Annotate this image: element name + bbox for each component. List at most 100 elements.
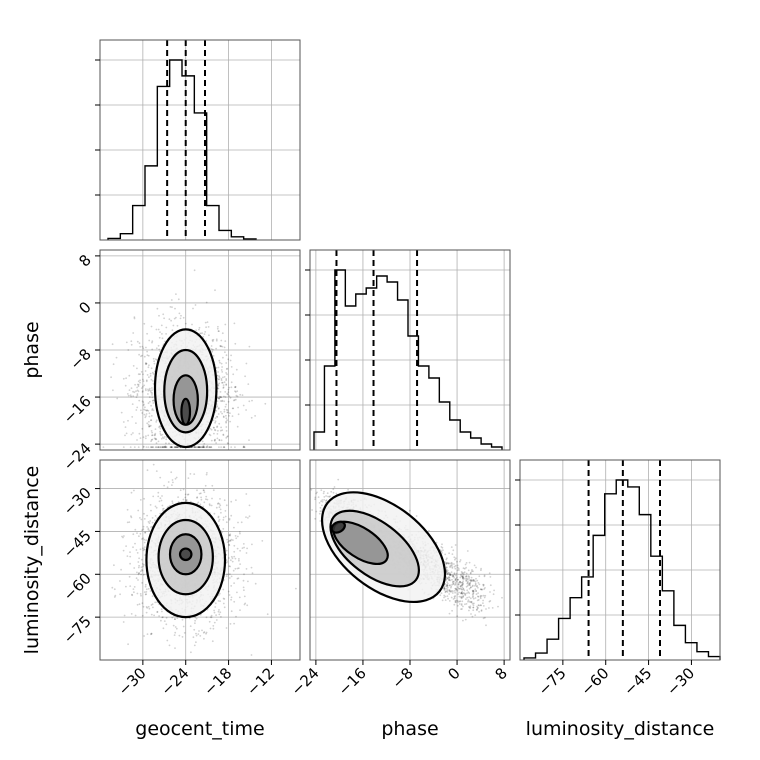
scatter-point [214, 417, 217, 419]
scatter-point [215, 619, 218, 621]
scatter-point [129, 446, 132, 448]
scatter-point [136, 394, 139, 397]
scatter-point [136, 439, 138, 441]
scatter-point [136, 406, 139, 409]
scatter-point [235, 615, 237, 618]
scatter-point [141, 563, 144, 565]
scatter-point [183, 632, 186, 634]
scatter-point [225, 378, 228, 380]
scatter-point [227, 358, 230, 361]
scatter-point [177, 496, 180, 498]
scatter-point [243, 573, 245, 576]
scatter-point [218, 439, 221, 442]
scatter-point [323, 496, 326, 498]
scatter-point [220, 511, 222, 514]
scatter-point [174, 618, 176, 620]
scatter-point [139, 570, 142, 573]
scatter-point [455, 574, 457, 577]
scatter-point [134, 383, 137, 386]
scatter-point [163, 446, 166, 448]
scatter-point [157, 344, 160, 347]
scatter-point [489, 584, 492, 587]
scatter-point [139, 499, 142, 501]
scatter-point [174, 307, 176, 310]
scatter-point [218, 382, 221, 385]
scatter-point [195, 641, 197, 644]
scatter-point [152, 463, 155, 466]
scatter-point [163, 436, 166, 438]
scatter-point [193, 446, 196, 448]
scatter-point [203, 631, 206, 633]
scatter-point [232, 539, 234, 541]
scatter-point [122, 446, 125, 448]
scatter-point [142, 380, 145, 382]
scatter-point [122, 549, 125, 552]
scatter-point [236, 395, 239, 398]
scatter-point [218, 397, 221, 400]
scatter-point [337, 478, 340, 481]
scatter-point [202, 446, 204, 448]
scatter-point [469, 597, 472, 600]
scatter-point [482, 602, 484, 604]
scatter-point [132, 332, 135, 334]
scatter-point [132, 432, 134, 434]
scatter-point [222, 434, 225, 436]
scatter-point [238, 596, 241, 599]
scatter-point [332, 488, 335, 491]
scatter-point [151, 408, 154, 410]
scatter-point [221, 381, 223, 384]
scatter-point [452, 598, 455, 600]
scatter-point [448, 612, 451, 615]
scatter-point [228, 540, 230, 542]
scatter-point [170, 446, 172, 448]
scatter-point [213, 621, 216, 624]
scatter-point [229, 359, 232, 362]
scatter-point [145, 588, 148, 591]
scatter-point [160, 608, 163, 610]
histogram-step-geocent_time [107, 59, 257, 240]
scatter-point [146, 374, 149, 376]
scatter-point [160, 619, 162, 622]
scatter-point [140, 566, 143, 569]
scatter-point [161, 333, 163, 335]
scatter-point [467, 599, 470, 601]
scatter-point [143, 322, 146, 325]
scatter-point [219, 391, 222, 393]
scatter-point [234, 535, 237, 537]
scatter-point [142, 404, 145, 407]
scatter-point [142, 373, 144, 376]
scatter-point [225, 384, 228, 386]
scatter-point [208, 503, 211, 505]
scatter-point [225, 372, 228, 374]
scatter-point [223, 400, 226, 403]
scatter-point [147, 402, 150, 405]
scatter-point [482, 599, 484, 602]
scatter-point [142, 401, 145, 404]
scatter-point [445, 566, 448, 569]
scatter-point [225, 627, 228, 629]
scatter-point [216, 437, 219, 440]
scatter-point [114, 594, 117, 597]
scatter-point [225, 575, 228, 577]
scatter-point [201, 332, 204, 334]
scatter-point [143, 512, 145, 515]
scatter-point [461, 586, 464, 589]
scatter-point [151, 340, 154, 343]
scatter-point [230, 446, 233, 448]
scatter-point [447, 573, 449, 575]
scatter-point [176, 446, 179, 448]
scatter-point [172, 624, 175, 627]
scatter-point [137, 579, 139, 581]
scatter-point [454, 584, 456, 586]
scatter-point [227, 388, 230, 391]
scatter-point [218, 395, 221, 398]
scatter-point [137, 509, 140, 512]
scatter-point [467, 591, 470, 593]
scatter-point [203, 491, 206, 494]
scatter-point [160, 324, 163, 327]
scatter-point [157, 446, 160, 448]
scatter-point [234, 557, 237, 560]
scatter-point [202, 446, 205, 448]
scatter-point [148, 607, 151, 610]
scatter-point [192, 636, 195, 639]
